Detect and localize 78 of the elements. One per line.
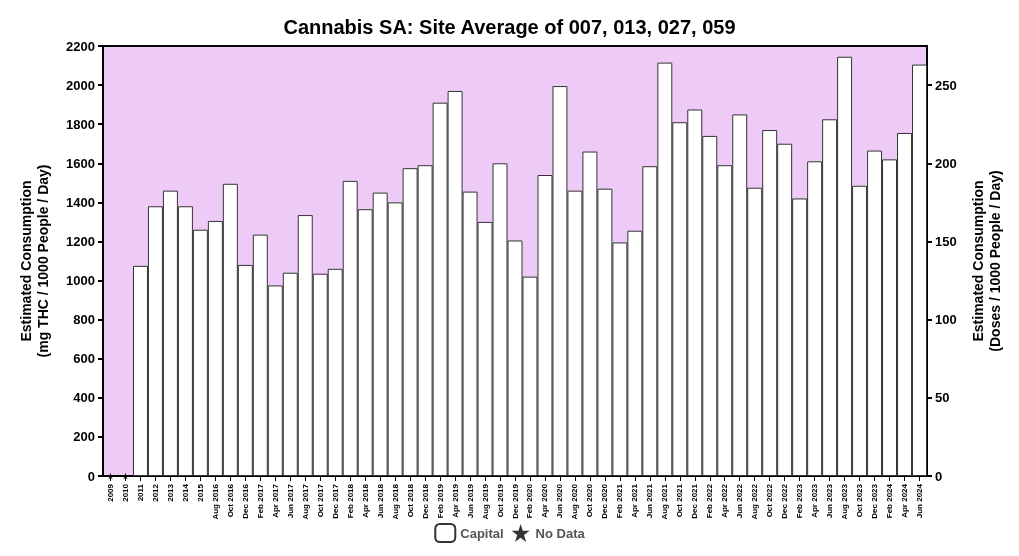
y-tick-label: 1800 (66, 116, 95, 132)
x-tick-label: Dec 2018 (420, 483, 430, 519)
x-tick-label: Dec 2021 (690, 483, 700, 519)
x-tick-label: Aug 2020 (570, 483, 580, 520)
x-tick-label: Jun 2022 (735, 483, 745, 519)
y2-tick-label: 100 (935, 312, 957, 328)
y-tick-label: 2200 (66, 38, 95, 54)
y-tick-label: 800 (73, 312, 95, 328)
x-tick-label: Feb 2017 (255, 483, 265, 519)
x-tick-label: Feb 2020 (525, 483, 535, 519)
x-tick-label: Feb 2024 (885, 483, 895, 519)
x-tick-label: Apr 2017 (270, 483, 280, 518)
x-tick-label: Oct 2022 (765, 483, 775, 518)
x-tick-label: Aug 2021 (660, 483, 670, 520)
x-tick-label: 2010 (120, 483, 130, 502)
x-tick-label: Aug 2016 (210, 483, 220, 520)
x-tick-label: Apr 2022 (720, 483, 730, 518)
y-tick-label: 1000 (66, 273, 95, 289)
y-tick-label: 2000 (66, 77, 95, 93)
x-tick-label: 2012 (150, 483, 160, 502)
x-tick-label: Jun 2021 (645, 483, 655, 519)
x-tick-label: Feb 2019 (435, 483, 445, 519)
x-tick-label: Apr 2021 (630, 483, 640, 518)
x-tick-label: Feb 2018 (345, 483, 355, 519)
x-tick-label: Oct 2018 (405, 483, 415, 518)
x-tick-label: Apr 2018 (360, 483, 370, 518)
y2-axis-title: Estimated Consumption (Doses / 1000 People / Day) (969, 170, 1003, 352)
y-tick-label: 200 (73, 429, 95, 445)
x-tick-label: 2013 (165, 483, 175, 502)
x-tick-label: Apr 2023 (810, 483, 820, 518)
y2-tick-label: 150 (935, 233, 957, 249)
x-tick-label: Aug 2019 (480, 483, 490, 520)
x-tick-label: Apr 2019 (450, 483, 460, 518)
x-tick-label: Apr 2020 (540, 483, 550, 518)
y2-tick-label: 250 (935, 77, 957, 93)
legend-label: No Data (535, 525, 586, 541)
y-axis-title: Estimated Consumption (mg THC / 1000 People / Day) (17, 164, 51, 358)
x-tick-label: Oct 2021 (675, 483, 685, 518)
x-tick-label: 2009 (105, 483, 115, 502)
x-tick-label: Apr 2024 (900, 483, 910, 518)
y-tick-label: 600 (73, 351, 95, 367)
x-tick-label: Dec 2022 (780, 483, 790, 519)
y-tick-label: 400 (73, 390, 95, 406)
x-tick-label: Oct 2016 (225, 483, 235, 518)
y2-tick-label: 50 (935, 390, 950, 406)
x-tick-label: Jun 2018 (375, 483, 385, 519)
x-tick-label: Jun 2020 (555, 483, 565, 519)
x-tick-label: Dec 2016 (240, 483, 250, 519)
x-tick-label: Jun 2019 (465, 483, 475, 519)
x-tick-label: Aug 2018 (390, 483, 400, 520)
x-tick-label: Dec 2023 (870, 483, 880, 519)
y2-tick-label: 0 (935, 468, 943, 484)
x-tick-label: Oct 2023 (855, 483, 865, 518)
x-tick-label: Dec 2020 (600, 483, 610, 519)
y2-tick-label: 200 (935, 155, 957, 171)
x-tick-label: Aug 2022 (750, 483, 760, 520)
x-tick-label: Oct 2017 (315, 483, 325, 518)
x-tick-label: Feb 2021 (615, 483, 625, 519)
x-tick-label: Aug 2017 (300, 483, 310, 520)
x-tick-label: Aug 2023 (840, 483, 850, 520)
y-tick-label: 1400 (66, 194, 95, 210)
x-tick-label: Dec 2017 (330, 483, 340, 519)
x-tick-label: Dec 2019 (510, 483, 520, 519)
x-tick-label: Jun 2023 (825, 483, 835, 519)
x-tick-label: Jun 2024 (915, 483, 925, 519)
x-tick-label: Feb 2022 (705, 483, 715, 519)
y-tick-label: 1200 (66, 233, 95, 249)
y-tick-label: 1600 (66, 155, 95, 171)
x-tick-label: 2011 (135, 483, 145, 502)
legend-label: Capital (460, 525, 504, 541)
x-tick-label: Oct 2019 (495, 483, 505, 518)
y-tick-label: 0 (87, 468, 95, 484)
x-tick-label: Oct 2020 (585, 483, 595, 518)
x-tick-label: 2014 (180, 483, 190, 502)
x-tick-label: Feb 2023 (795, 483, 805, 519)
chart-title: Cannabis SA: Site Average of 007, 013, 027, 059 (283, 16, 736, 38)
x-tick-label: 2015 (195, 483, 205, 502)
x-tick-label: Jun 2017 (285, 483, 295, 519)
